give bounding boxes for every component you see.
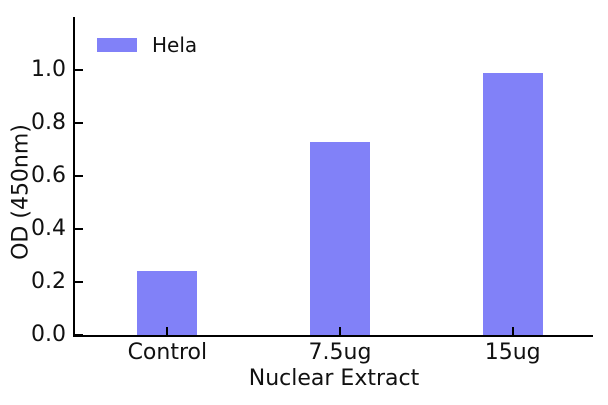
x-tick-mark (166, 327, 169, 335)
bar-control (137, 271, 198, 335)
y-tick-label: 0.6 (31, 163, 66, 188)
x-tick-label-7-5ug: 7.5ug (308, 340, 372, 365)
y-tick-mark (75, 175, 83, 177)
x-tick-mark (511, 327, 514, 335)
y-tick-mark (75, 334, 83, 336)
x-axis-title: Nuclear Extract (248, 366, 420, 391)
y-tick-label: 0.0 (31, 322, 66, 347)
legend: Hela (97, 32, 197, 58)
y-tick-label: 0.8 (31, 110, 66, 135)
y-tick-label: 0.2 (31, 269, 66, 294)
y-tick-label: 0.4 (31, 216, 66, 241)
y-tick-mark (75, 281, 83, 283)
legend-swatch (97, 38, 137, 52)
y-tick-label: 1.0 (31, 57, 66, 82)
x-tick-label-15ug: 15ug (484, 340, 541, 365)
y-tick-mark (75, 122, 83, 124)
x-tick-label-control: Control (127, 340, 208, 365)
y-tick-mark (75, 228, 83, 230)
x-axis-line (73, 335, 593, 337)
bar-7-5ug (310, 142, 370, 335)
x-tick-mark (339, 327, 341, 335)
y-axis-line (73, 17, 75, 337)
y-tick-mark (75, 69, 83, 71)
bar-15ug (482, 73, 543, 335)
legend-series-name: Hela (152, 33, 198, 57)
